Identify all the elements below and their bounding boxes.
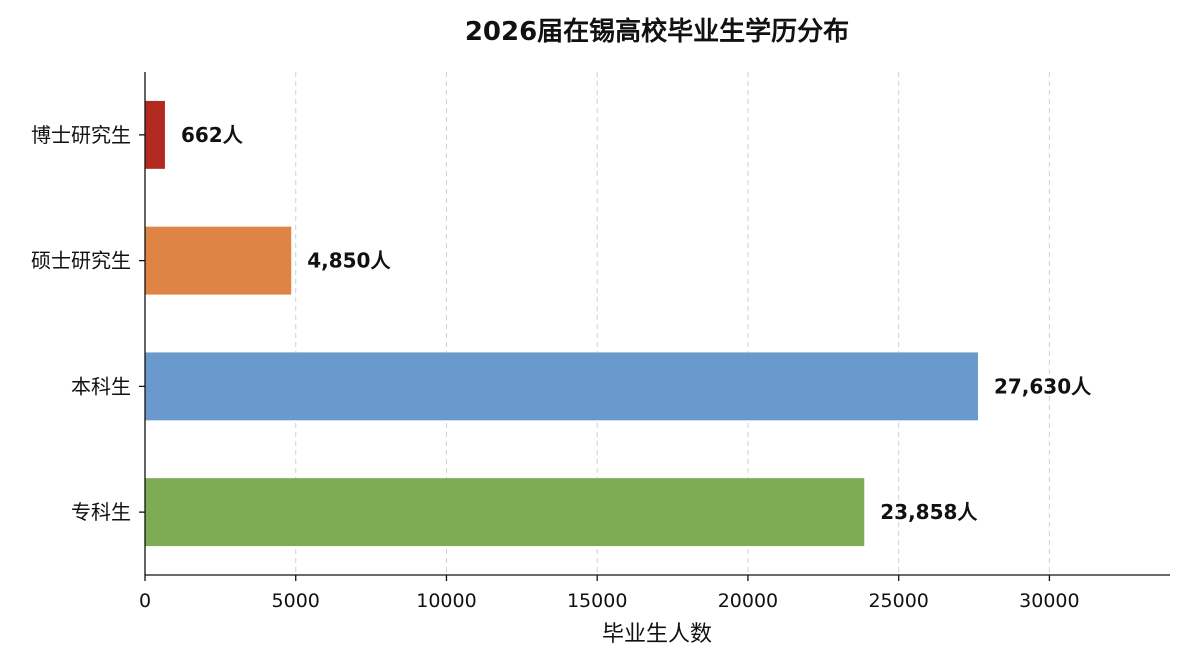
category-label: 本科生 [71,374,131,398]
category-label: 硕士研究生 [31,249,131,273]
x-tick-label: 30000 [1019,590,1079,612]
value-label: 4,850人 [307,249,391,273]
bar [145,226,292,295]
x-tick-label: 20000 [718,590,778,612]
gridlines [295,72,1050,575]
x-tick-label: 5000 [272,590,320,612]
x-tick-label: 25000 [868,590,928,612]
bar [145,352,978,421]
x-axis-ticks: 0 5000 10000 15000 20000 25000 30000 [139,575,1080,612]
x-axis-title: 毕业生人数 [602,622,712,647]
bar [145,478,865,547]
x-tick-label: 15000 [567,590,627,612]
bar [145,100,165,169]
chart-title: 2026届在锡高校毕业生学历分布 [465,16,849,47]
value-labels: 662人 4,850人 27,630人 23,858人 [181,123,1092,524]
category-label: 博士研究生 [31,123,131,147]
x-tick-label: 10000 [416,590,476,612]
value-label: 23,858人 [880,500,978,524]
value-label: 662人 [181,123,244,147]
category-label: 专科生 [71,500,131,524]
bars [145,100,978,547]
value-label: 27,630人 [994,374,1092,398]
axes [144,72,1170,576]
x-tick-label: 0 [139,590,151,612]
